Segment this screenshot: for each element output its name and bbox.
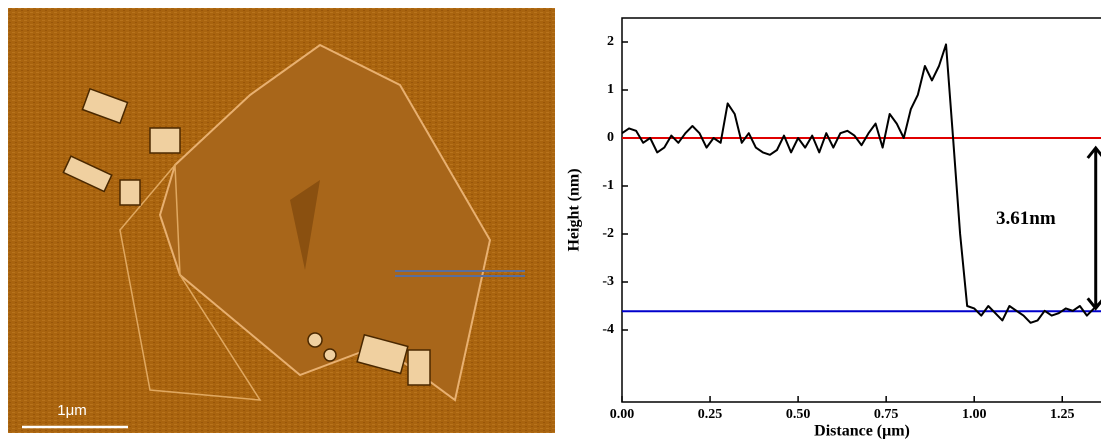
- y-tick-label: -2: [602, 226, 614, 241]
- x-tick-label: 0.75: [874, 407, 899, 422]
- y-tick-label: -3: [602, 274, 614, 289]
- axes-frame: [621, 17, 1101, 403]
- y-tick-label: 2: [607, 34, 614, 49]
- x-tick-label: 1.00: [962, 407, 987, 422]
- x-tick-label: 0.25: [698, 407, 723, 422]
- debris: [62, 87, 431, 386]
- y-axis-title: Height (nm): [566, 168, 583, 251]
- profile-chart: Distance (μm) Height (nm) 0.00 0.25 0.50 0.…: [566, 17, 1101, 440]
- y-tick-label: -1: [602, 178, 614, 193]
- afm-image: 1μm: [8, 8, 555, 433]
- annotation-label: 3.61nm: [996, 208, 1056, 229]
- arrow-head: [1086, 145, 1101, 159]
- flake: [158, 43, 492, 402]
- arrow-head: [1086, 297, 1101, 311]
- flake-edge: [119, 163, 262, 401]
- y-tick-label: 0: [607, 130, 614, 145]
- scale-bar-label: 1μm: [57, 402, 86, 419]
- y-tick-label: 1: [607, 82, 614, 97]
- profile-line: [621, 43, 1101, 324]
- x-axis-title: Distance (μm): [814, 423, 910, 440]
- x-tick-label: 0.00: [610, 407, 635, 422]
- y-tick-label: -4: [602, 322, 614, 337]
- x-tick-label: 0.50: [786, 407, 811, 422]
- fold: [290, 180, 320, 270]
- x-tick-label: 1.25: [1050, 407, 1075, 422]
- measure-line: [395, 270, 525, 277]
